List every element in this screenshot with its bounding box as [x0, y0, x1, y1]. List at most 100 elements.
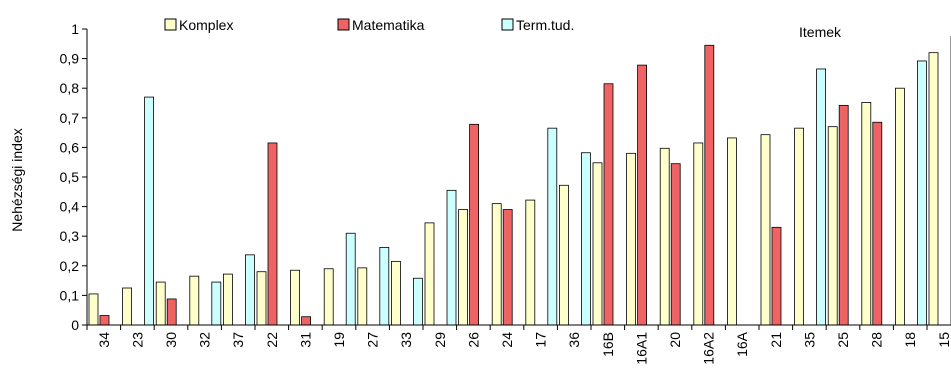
bar-term-tud--36: [581, 152, 591, 326]
bar-komplex-21: [760, 134, 771, 326]
bar-matematika-31: [301, 316, 312, 326]
bar-komplex-33: [390, 260, 401, 326]
x-tick-label: 21: [768, 332, 784, 348]
y-tick-label: 0: [71, 317, 79, 333]
bar-komplex-16A1: [626, 152, 636, 326]
bar-komplex-15: [928, 52, 939, 326]
bar-komplex-35: [794, 127, 804, 326]
y-tick-label: 0,1: [60, 287, 80, 303]
bar-komplex-16A: [727, 137, 737, 326]
y-tick-label: 0,8: [60, 80, 80, 96]
y-axis-title: Nehézségi index: [9, 128, 25, 232]
bar-term-tud--29: [446, 189, 457, 326]
x-tick-label: 24: [499, 332, 515, 348]
bar-komplex-24: [491, 203, 502, 326]
bars: [88, 36, 951, 326]
x-tick-label: 35: [801, 332, 817, 348]
x-tick-label: 17: [533, 332, 549, 348]
y-tick-label: 0,9: [60, 51, 80, 67]
x-tick-label: 33: [398, 332, 414, 348]
bar-komplex-18: [895, 87, 905, 326]
legend-label-matematika: Matematika: [352, 17, 425, 33]
bar-matematika-16B: [603, 83, 614, 326]
x-tick-label: 25: [835, 332, 851, 348]
x-tick-label: 16A2: [701, 332, 717, 365]
x-tick-label: 30: [163, 332, 179, 348]
bar-matematika-30: [166, 298, 177, 326]
bar-komplex-32: [189, 275, 200, 326]
legend-label-komplex: Komplex: [179, 17, 233, 33]
bar-matematika-16A2: [704, 44, 715, 326]
x-tick-label: 28: [869, 332, 885, 348]
y-axis: 0 0,1 0,2 0,3 0,4 0,5 0,6 0,7 0,8 0,9 1: [60, 21, 88, 333]
x-tick-label: 32: [197, 332, 213, 348]
y-tick-label: 0,4: [60, 199, 80, 215]
bar-term-tud--32: [211, 281, 222, 326]
x-tick-label: 15: [936, 332, 951, 348]
y-tick-label: 0,6: [60, 139, 80, 155]
x-tick-label: 16A: [734, 331, 750, 357]
bar-komplex-26: [458, 209, 469, 326]
x-axis: 34 23 30 32 37 22 31 19 27 33 29 26 24 17 36 16B 16A1 20 1…: [86, 324, 951, 365]
bar-komplex-25: [827, 126, 838, 326]
bar-komplex-29: [424, 222, 435, 326]
x-tick-label: 18: [902, 332, 918, 348]
x-tick-label: 26: [465, 332, 481, 348]
bar-komplex-22: [256, 271, 267, 326]
x-tick-label: 36: [566, 332, 582, 348]
x-tick-label: 19: [331, 332, 347, 348]
bar-komplex-16B: [592, 162, 603, 326]
bar-komplex-34: [88, 293, 99, 326]
y-tick-label: 0,2: [60, 258, 80, 274]
bar-term-tud--27: [379, 247, 390, 326]
bar-komplex-30: [155, 281, 166, 326]
bar-komplex-23: [122, 287, 132, 326]
bar-komplex-16A2: [693, 142, 704, 326]
bar-term-tud--33: [412, 277, 423, 326]
bar-term-tud--17: [547, 127, 558, 326]
bar-matematika-25: [838, 104, 849, 326]
bar-matematika-26: [469, 123, 480, 326]
x-tick-label: 37: [230, 332, 246, 348]
legend: Komplex Matematika Term.tud.: [164, 17, 574, 33]
x-tick-label: 27: [365, 332, 381, 348]
bar-komplex-37: [222, 273, 233, 326]
x-tick-label: 23: [129, 332, 145, 348]
legend-swatch-term-tud-: [501, 18, 514, 31]
bar-matematika-24: [502, 209, 513, 326]
y-tick-label: 0,5: [60, 169, 80, 185]
bar-term-tud--35: [816, 68, 826, 326]
bar-komplex-27: [357, 267, 368, 326]
legend-label-term-tud-: Term.tud.: [516, 17, 574, 33]
items-annotation: Itemek: [799, 24, 842, 40]
legend-swatch-matematika: [337, 18, 350, 31]
bar-matematika-34: [99, 315, 110, 326]
x-tick-label: 20: [667, 332, 683, 348]
bar-matematika-28: [872, 121, 883, 326]
y-tick-label: 1: [71, 21, 79, 37]
bar-komplex-19: [323, 268, 334, 326]
bar-komplex-31: [290, 269, 301, 326]
bar-term-tud--37: [244, 254, 255, 326]
y-tick-label: 0,3: [60, 228, 80, 244]
y-tick-label: 0,7: [60, 110, 80, 126]
x-tick-label: 34: [96, 332, 112, 348]
bar-matematika-16A1: [637, 64, 647, 326]
bar-komplex-28: [861, 102, 872, 326]
x-tick-label: 31: [297, 332, 313, 348]
bar-komplex-36: [559, 184, 569, 326]
legend-swatch-komplex: [164, 18, 177, 31]
bar-matematika-22: [267, 142, 278, 326]
x-tick-label: 29: [432, 332, 448, 348]
bar-komplex-17: [525, 199, 536, 326]
bar-term-tud--18: [917, 60, 927, 326]
x-tick-label: 16B: [600, 332, 616, 357]
x-tick-label: 16A1: [633, 332, 649, 365]
bar-term-tud--23: [144, 96, 155, 326]
bar-term-tud--19: [345, 232, 356, 326]
bar-komplex-20: [659, 147, 670, 326]
bar-matematika-21: [771, 226, 782, 326]
bar-matematika-20: [670, 163, 681, 326]
x-tick-label: 22: [264, 332, 280, 348]
